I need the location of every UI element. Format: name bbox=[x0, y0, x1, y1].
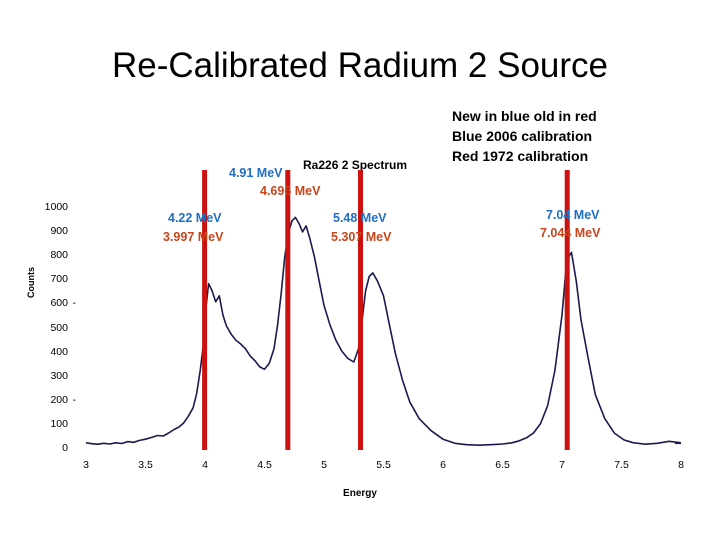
x-tick-5: 5 bbox=[321, 459, 327, 471]
chart-title: Ra226 2 Spectrum bbox=[303, 158, 408, 172]
x-tick-4: 4 bbox=[202, 459, 208, 471]
plot-canvas bbox=[0, 150, 720, 510]
y-tick-800: 800 bbox=[50, 249, 68, 262]
x-tick-8: 8 bbox=[678, 459, 684, 471]
y-tick-100: 100 bbox=[50, 417, 68, 430]
calibration-legend-note: New in blue old in red Blue 2006 calibra… bbox=[452, 106, 597, 166]
y-tick-200: 200- bbox=[50, 393, 76, 406]
x-tick-6-5: 6.5 bbox=[495, 459, 510, 471]
spectrum-plot-svg bbox=[85, 170, 682, 450]
y-tick-400: 400 bbox=[50, 345, 68, 358]
annotation-5-48-mev: 5.48 MeV bbox=[333, 211, 387, 225]
y-tick-0: 0 bbox=[62, 442, 68, 454]
legend-note-line-3: Red 1972 calibration bbox=[452, 148, 589, 164]
y-tick-500: 500 bbox=[50, 321, 68, 334]
legend-note-line-2: Blue 2006 calibration bbox=[452, 128, 593, 144]
x-tick-3-5: 3.5 bbox=[138, 459, 153, 471]
x-tick-7-5: 7.5 bbox=[614, 459, 629, 471]
annotation-4-22-mev: 4.22 MeV bbox=[168, 211, 222, 225]
calibration-marker-7-044 bbox=[564, 170, 570, 450]
y-tick-700: 700 bbox=[50, 273, 68, 286]
x-tick-6: 6 bbox=[440, 459, 446, 471]
annotation-7-04-mev: 7.04 MeV bbox=[546, 208, 600, 222]
x-tick-4-5: 4.5 bbox=[257, 459, 272, 471]
x-tick-3: 3 bbox=[83, 459, 89, 471]
y-tick-dash: - bbox=[72, 393, 77, 406]
calibration-marker-5-307 bbox=[358, 170, 363, 450]
legend-note-line-1: New in blue old in red bbox=[452, 108, 597, 124]
calibration-marker-3-997 bbox=[202, 170, 208, 450]
x-tick-7: 7 bbox=[559, 459, 565, 471]
y-tick-dash: - bbox=[72, 297, 77, 310]
spectrum-chart: Ra226 2 Spectrum Counts Energy 1000 900 80… bbox=[0, 150, 720, 510]
annotation-3-997-mev: 3.997 MeV bbox=[163, 230, 224, 244]
annotation-4-91-mev: 4.91 MeV bbox=[229, 166, 283, 180]
annotation-4-696-mev: 4.696 MeV bbox=[260, 184, 321, 198]
y-tick-900: 900 bbox=[50, 225, 68, 238]
annotation-7-044-mev: 7.044 MeV bbox=[540, 226, 601, 240]
x-tick-5-5: 5.5 bbox=[376, 459, 391, 471]
page-title: Re-Calibrated Radium 2 Source bbox=[111, 46, 609, 85]
y-tick-300: 300 bbox=[50, 369, 68, 382]
y-tick-600: 600- bbox=[50, 297, 76, 310]
spectrum-curve bbox=[85, 216, 682, 446]
annotation-5-307-mev: 5.307 MeV bbox=[331, 230, 392, 244]
x-axis-label: Energy bbox=[343, 488, 377, 499]
calibration-marker-4-696 bbox=[285, 170, 291, 450]
y-tick-1000: 1000 bbox=[44, 201, 68, 213]
